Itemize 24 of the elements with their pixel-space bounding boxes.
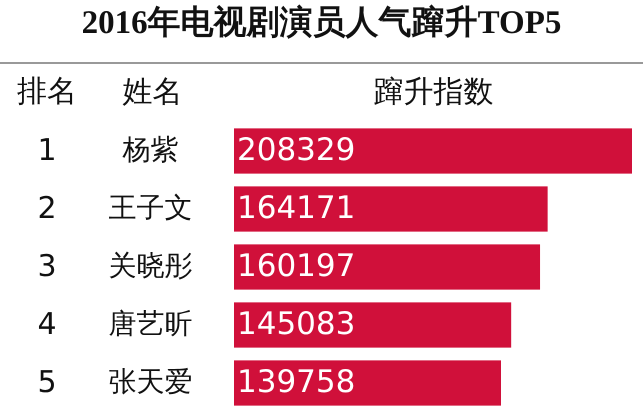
data-label: 160197 (237, 248, 356, 284)
y-tick-label: 张天爱 (108, 367, 192, 398)
data-label: 145083 (237, 306, 356, 342)
y-tick-label: 杨紫 (122, 135, 178, 166)
data-label: 164171 (237, 190, 356, 226)
text: 1 (37, 133, 57, 168)
data-label: 208329 (237, 132, 356, 168)
chart-title: 2016年电视剧演员人气蹿升TOP5 (0, 0, 643, 64)
data-label: 139758 (237, 364, 356, 400)
text: 3 (37, 249, 57, 284)
bar (234, 128, 632, 174)
y-tick-label: 唐艺昕 (108, 309, 192, 340)
text: 排名 (17, 74, 77, 109)
text: 5 (37, 365, 57, 400)
bar (234, 302, 512, 348)
y-tick-label: 关晓彤 (108, 251, 192, 282)
y-tick-label: 王子文 (108, 193, 192, 224)
bar (234, 186, 548, 232)
bar (234, 360, 501, 406)
text: 4 (37, 307, 57, 342)
text: 2 (37, 191, 57, 226)
bar (234, 244, 540, 290)
x-axis-title: 蹿升指数 (374, 74, 494, 110)
y-axis-title: 姓名 (122, 74, 182, 110)
